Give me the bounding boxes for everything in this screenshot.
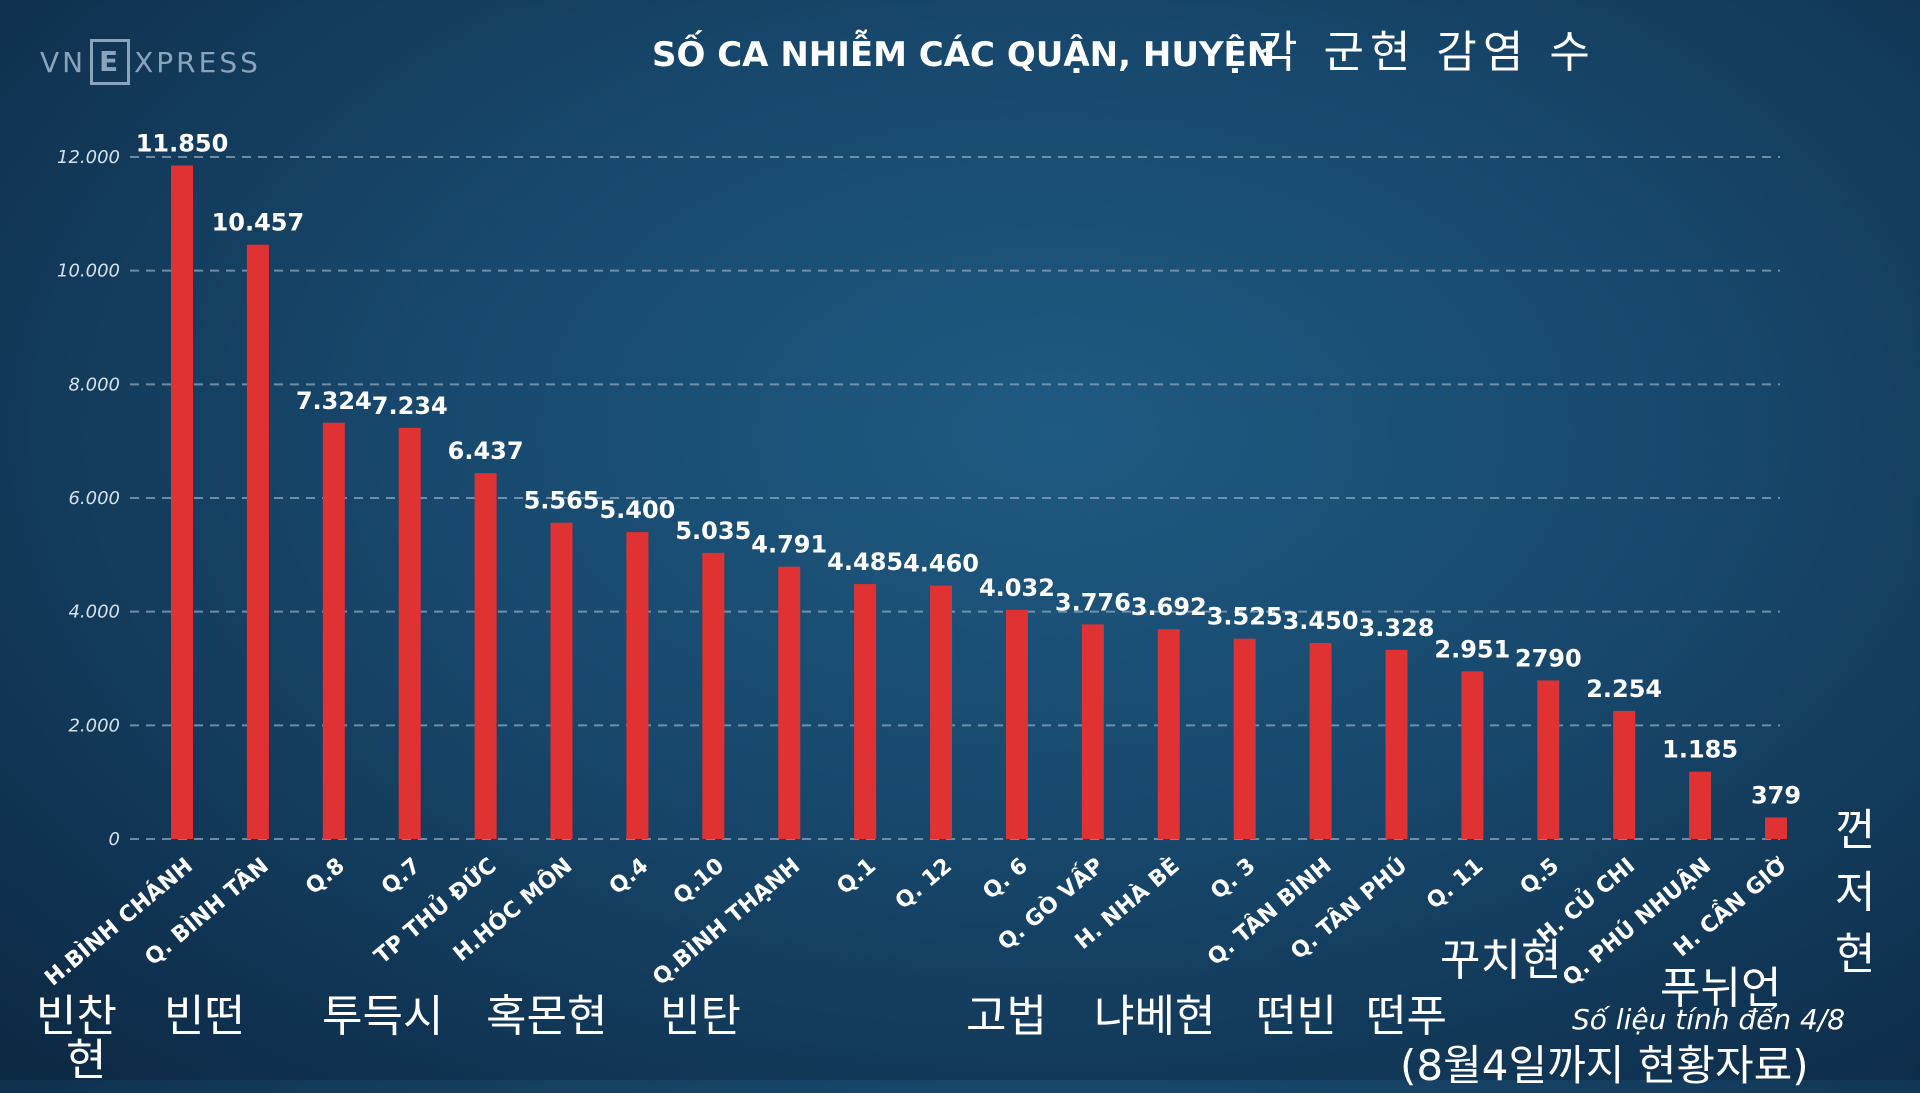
bar xyxy=(1689,771,1712,839)
x-tick-label: Q. 11 xyxy=(1422,853,1488,914)
data-label: 4.791 xyxy=(751,531,827,559)
data-label: 1.185 xyxy=(1662,736,1738,764)
data-label: 4.032 xyxy=(979,574,1055,602)
bar xyxy=(1157,629,1180,839)
bar xyxy=(1461,671,1484,839)
ko-label-nha-be: 냐베현 xyxy=(1094,991,1216,1042)
footnote: Số liệu tính đến 4/8 xyxy=(1572,1003,1846,1036)
bar xyxy=(1233,638,1256,839)
vnexpress-logo: VN E XPRESS xyxy=(40,39,261,85)
x-tick-label: Q. 3 xyxy=(1206,853,1260,904)
bar xyxy=(398,427,421,839)
data-label: 2.951 xyxy=(1434,635,1510,663)
bar xyxy=(1537,680,1560,839)
bar xyxy=(1385,649,1408,839)
ko-label-binh-chanh-2: 현 xyxy=(66,1035,107,1086)
ko-label-thu-duc: 투득시 xyxy=(322,991,444,1042)
bar xyxy=(1613,710,1636,839)
logo-box: E xyxy=(90,39,131,85)
data-label: 3.776 xyxy=(1055,588,1131,616)
x-tick-label: Q. TÂN BÌNH xyxy=(1203,853,1337,971)
data-label: 10.457 xyxy=(212,209,305,237)
data-label: 6.437 xyxy=(448,437,524,465)
y-tick-label: 10.000 xyxy=(57,261,120,282)
x-tick-label: Q.8 xyxy=(301,853,350,899)
bar xyxy=(171,165,193,839)
data-label: 379 xyxy=(1751,781,1801,809)
data-label: 5.400 xyxy=(599,496,675,524)
data-label: 4.485 xyxy=(827,548,903,576)
bar xyxy=(246,244,269,839)
data-label: 5.035 xyxy=(675,517,751,545)
x-tick-label: Q.4 xyxy=(605,853,654,899)
x-tick-label: Q.1 xyxy=(832,853,881,899)
data-label: 11.850 xyxy=(136,130,229,158)
ko-label-tan-binh: 떤빈 xyxy=(1256,991,1337,1042)
bar xyxy=(550,522,573,839)
ko-label-phu-nhuan: 푸뉘언 xyxy=(1660,963,1782,1014)
x-tick-label: Q.7 xyxy=(377,853,426,899)
data-label: 3.450 xyxy=(1283,607,1359,635)
ko-label-go-vap: 고법 xyxy=(966,991,1047,1042)
y-tick-label: 12.000 xyxy=(57,147,120,168)
data-label: 2.254 xyxy=(1586,675,1662,703)
x-tick-label: Q.5 xyxy=(1516,853,1565,899)
ko-label-binh-thanh: 빈탄 xyxy=(660,991,741,1042)
logo-left: VN xyxy=(40,45,87,79)
y-tick-label: 0 xyxy=(109,829,120,850)
data-label: 3.525 xyxy=(1207,603,1283,631)
ko-label-tan-phu: 떤푸 xyxy=(1366,991,1447,1042)
footnote-korean: (8월4일까지 현황자료) xyxy=(1400,1041,1809,1090)
bar xyxy=(474,473,497,839)
data-label: 7.234 xyxy=(372,392,448,420)
x-tick-label: Q. 6 xyxy=(978,853,1032,904)
bar xyxy=(1309,642,1332,839)
bar xyxy=(1765,817,1787,839)
logo-right: XPRESS xyxy=(134,45,261,79)
x-tick-label: H.BÌNH CHÁNH xyxy=(40,853,198,992)
y-tick-label: 2.000 xyxy=(68,715,120,736)
ko-label-can-gio-2: 저 xyxy=(1835,867,1876,918)
data-label: 4.460 xyxy=(903,550,979,578)
x-tick-label: Q. 12 xyxy=(891,853,957,914)
bar xyxy=(702,552,725,839)
y-tick-label: 6.000 xyxy=(68,488,120,509)
y-tick-label: 4.000 xyxy=(68,602,120,623)
data-label: 7.324 xyxy=(296,387,372,415)
chart-title: SỐ CA NHIỄM CÁC QUẬN, HUYỆN xyxy=(652,35,1276,75)
x-tick-label: Q.10 xyxy=(669,853,729,909)
y-tick-label: 8.000 xyxy=(68,374,120,395)
data-label: 5.565 xyxy=(524,487,600,515)
data-label: 3.328 xyxy=(1359,614,1435,642)
bar xyxy=(854,584,877,839)
bar xyxy=(778,566,801,839)
ko-label-can-gio-1: 껀 xyxy=(1835,805,1876,856)
bar xyxy=(1081,624,1104,839)
chart-title-korean: 각 군현 감염 수 xyxy=(1257,27,1596,78)
ko-label-hoc-mon: 혹몬현 xyxy=(486,991,608,1042)
ko-label-can-gio-3: 현 xyxy=(1835,929,1876,980)
bar xyxy=(930,585,953,839)
data-label: 3.692 xyxy=(1131,593,1207,621)
bar xyxy=(1005,609,1028,839)
ko-label-cu-chi: 꾸치현 xyxy=(1440,935,1562,986)
data-label: 2790 xyxy=(1515,644,1582,672)
ko-label-binh-chanh-1: 빈찬 xyxy=(36,991,117,1042)
bar xyxy=(322,422,345,839)
bar xyxy=(626,532,649,839)
ko-label-binh-tan: 빈떤 xyxy=(164,991,245,1042)
x-tick-label: Q. BÌNH TÂN xyxy=(140,853,274,971)
